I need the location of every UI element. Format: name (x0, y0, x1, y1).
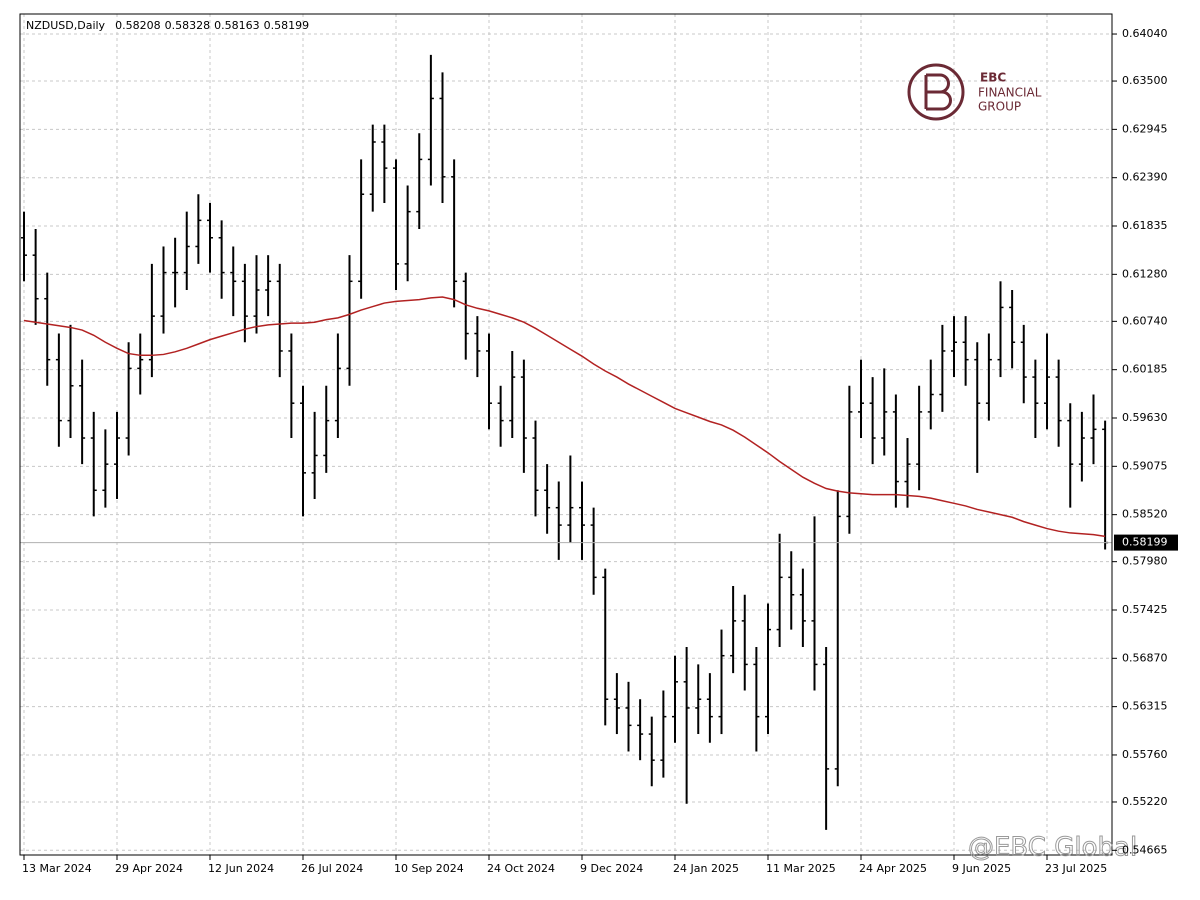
x-tick-label: 12 Jun 2024 (208, 862, 274, 875)
x-tick-label: 26 Jul 2024 (301, 862, 363, 875)
x-tick-label: 24 Jan 2025 (673, 862, 739, 875)
x-tick-label: 11 Mar 2025 (766, 862, 836, 875)
chart-header: NZDUSD,Daily 0.58208 0.58328 0.58163 0.58199 (26, 19, 309, 32)
marks (20, 54, 1112, 830)
x-tick-label: 23 Jul 2025 (1045, 862, 1107, 875)
last-price-label: 0.58199 (1122, 536, 1168, 549)
y-tick-label: 0.61280 (1122, 267, 1168, 280)
y-tick-label: 0.60185 (1122, 363, 1168, 376)
y-tick-label: 0.60740 (1122, 314, 1168, 327)
watermark: @EBC Global (968, 833, 1137, 863)
last-price-box (1114, 534, 1178, 551)
header-value: 0.58208 (115, 19, 161, 32)
logo-text: GROUP (978, 100, 1021, 114)
logo-text: EBC (980, 71, 1006, 85)
header-value: 0.58163 (214, 19, 260, 32)
header-value: 0.58199 (264, 19, 310, 32)
y-tick-label: 0.64040 (1122, 27, 1168, 40)
x-tick-label: 9 Jun 2025 (952, 862, 1011, 875)
y-tick-label: 0.57425 (1122, 603, 1168, 616)
x-tick-label: 24 Oct 2024 (487, 862, 555, 875)
x-tick-label: 13 Mar 2024 (22, 862, 92, 875)
logo: EBC FINANCIAL GROUP (907, 63, 1042, 121)
header-title: NZDUSD,Daily (26, 19, 106, 32)
y-tick-label: 0.61835 (1122, 219, 1168, 232)
y-tick-label: 0.62945 (1122, 122, 1168, 135)
logo-text: FINANCIAL (978, 86, 1042, 100)
plot-frame (19, 13, 1113, 856)
y-tick-label: 0.59630 (1122, 411, 1168, 424)
y-tick-label: 0.62390 (1122, 171, 1168, 184)
header-value: 0.58328 (165, 19, 211, 32)
logo-glyph (924, 73, 952, 111)
x-tick-label: 24 Apr 2025 (859, 862, 927, 875)
y-tick-label: 0.55760 (1122, 748, 1168, 761)
x-tick-label: 29 Apr 2024 (115, 862, 183, 875)
y-tick-label: 0.55220 (1122, 795, 1168, 808)
y-tick-label: 0.56870 (1122, 651, 1168, 664)
moving-average (23, 296, 1106, 538)
y-tick-label: 0.56315 (1122, 700, 1168, 713)
y-tick-label: 0.58520 (1122, 508, 1168, 521)
logo-ring (907, 63, 965, 121)
grid (20, 14, 1112, 855)
x-tick-label: 10 Sep 2024 (394, 862, 464, 875)
y-tick-label: 0.57980 (1122, 555, 1168, 568)
x-tick-label: 9 Dec 2024 (580, 862, 643, 875)
y-tick-label: 0.63500 (1122, 74, 1168, 87)
y-tick-label: 0.59075 (1122, 459, 1168, 472)
y-tick-label: 0.54665 (1122, 843, 1168, 856)
